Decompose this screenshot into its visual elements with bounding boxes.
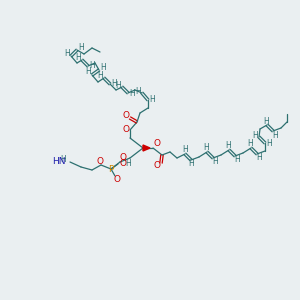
Text: O: O xyxy=(113,175,121,184)
Text: H: H xyxy=(111,80,117,88)
Text: H: H xyxy=(100,64,106,73)
Text: H: H xyxy=(115,80,121,89)
Text: H: H xyxy=(272,130,278,140)
Text: H: H xyxy=(75,53,81,62)
Polygon shape xyxy=(143,145,150,151)
Text: H: H xyxy=(60,154,66,164)
Text: H: H xyxy=(252,130,258,140)
Text: H: H xyxy=(256,154,262,163)
Text: O: O xyxy=(97,157,104,166)
Text: H: H xyxy=(85,68,91,76)
Text: H: H xyxy=(188,160,194,169)
Text: H: H xyxy=(89,61,95,70)
Text: H: H xyxy=(129,88,135,98)
Text: O: O xyxy=(154,140,160,148)
Text: H: H xyxy=(203,143,209,152)
Text: O: O xyxy=(119,158,127,167)
Text: H: H xyxy=(64,49,70,58)
Text: H: H xyxy=(182,146,188,154)
Text: H: H xyxy=(97,71,103,80)
Text: H: H xyxy=(234,155,240,164)
Text: O: O xyxy=(122,112,130,121)
Text: HN: HN xyxy=(52,158,66,166)
Text: O: O xyxy=(119,154,127,163)
Text: H: H xyxy=(266,139,272,148)
Text: H: H xyxy=(212,158,218,166)
Text: P: P xyxy=(108,164,114,173)
Text: H: H xyxy=(135,86,141,95)
Text: O: O xyxy=(154,160,160,169)
Text: H: H xyxy=(125,158,131,167)
Text: H: H xyxy=(263,116,269,125)
Text: H: H xyxy=(78,44,84,52)
Text: H: H xyxy=(149,95,155,104)
Text: O: O xyxy=(122,125,130,134)
Text: H: H xyxy=(247,140,253,148)
Text: H: H xyxy=(225,142,231,151)
